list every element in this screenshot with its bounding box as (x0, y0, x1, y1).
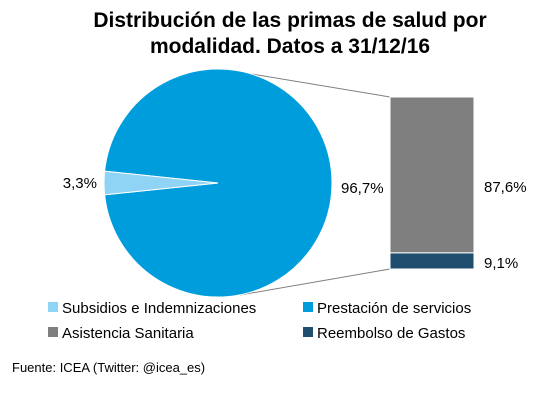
pie-slice-subsidios-e-indemnizaciones (103, 170, 219, 196)
data-label-prestacion-de-servicios: 96,7% (341, 180, 384, 197)
pie-slice-prestacion-de-servicios (104, 68, 333, 298)
chart-title-line1: Distribución de las primas de salud por (93, 9, 487, 32)
legend-swatch (48, 327, 58, 337)
legend-label: Asistencia Sanitaria (62, 325, 194, 342)
legend-item-asistencia-sanitaria: Asistencia Sanitaria (48, 325, 194, 342)
data-label-subsidios-e-indemnizaciones: 3,3% (63, 175, 97, 192)
legend-swatch (303, 302, 313, 312)
legend-label: Prestación de servicios (317, 300, 471, 317)
legend-label: Reembolso de Gastos (317, 325, 465, 342)
data-labels: 3,3% 96,7% 87,6% 9,1% (63, 175, 527, 272)
connector-line-top (251, 73, 391, 98)
source-note: Fuente: ICEA (Twitter: @icea_es) (12, 360, 206, 375)
legend: Subsidios e Indemnizaciones Prestación de… (48, 300, 471, 342)
connector-lines (239, 73, 391, 296)
bar-segment-asistencia-sanitaria (389, 96, 475, 254)
breakdown-bar (389, 96, 475, 270)
legend-label: Subsidios e Indemnizaciones (62, 300, 256, 317)
chart-title-line2: modalidad. Datos a 31/12/16 (149, 35, 431, 58)
legend-swatch (48, 302, 58, 312)
legend-item-reembolso-de-gastos: Reembolso de Gastos (303, 325, 465, 342)
legend-swatch (303, 327, 313, 337)
data-label-reembolso-de-gastos: 9,1% (484, 255, 518, 272)
connector-line-bottom (239, 268, 391, 296)
data-label-asistencia-sanitaria: 87,6% (484, 179, 527, 196)
pie-chart (103, 68, 333, 298)
legend-item-prestacion-de-servicios: Prestación de servicios (303, 300, 471, 317)
bar-segment-reembolso-de-gastos (389, 252, 475, 270)
legend-item-subsidios-e-indemnizaciones: Subsidios e Indemnizaciones (48, 300, 256, 317)
chart-title: Distribución de las primas de salud por … (80, 8, 500, 60)
